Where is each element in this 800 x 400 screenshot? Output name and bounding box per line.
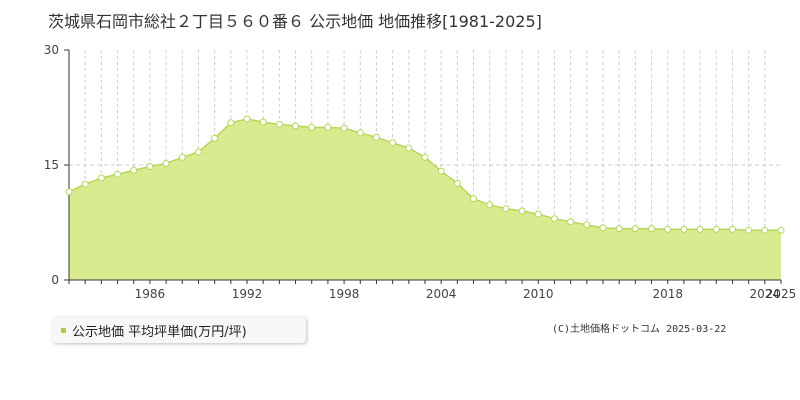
data-point (631, 225, 639, 233)
y-tick-label: 15 (44, 158, 59, 172)
data-point (761, 226, 769, 234)
data-point (470, 195, 477, 203)
data-point (648, 225, 655, 233)
data-point (195, 148, 202, 156)
data-point (324, 123, 332, 131)
data-point (356, 129, 364, 137)
data-point (340, 124, 348, 132)
data-point (114, 170, 121, 178)
x-tick-label: 2004 (426, 287, 457, 301)
data-point (211, 134, 219, 142)
data-point (373, 133, 380, 141)
data-point (518, 207, 526, 215)
legend-label: 公示地価 平均坪単価(万円/坪) (72, 324, 247, 340)
data-point (65, 188, 73, 196)
data-point (243, 115, 251, 123)
data-point (97, 174, 105, 182)
data-point (534, 210, 542, 218)
data-point (664, 225, 672, 233)
x-tick-label: 2018 (652, 287, 683, 301)
chart-title: 茨城県石岡市総社２丁目５６０番６ 公示地価 地価推移[1981-2025] (48, 12, 542, 31)
data-point (567, 218, 575, 226)
data-point (259, 118, 267, 126)
y-tick-label: 0 (51, 273, 59, 287)
y-tick-label: 30 (44, 43, 59, 57)
data-point (583, 221, 591, 229)
data-point (162, 160, 170, 167)
x-tick-label: 2025 (766, 287, 797, 301)
data-point (696, 225, 704, 233)
data-point (421, 153, 429, 161)
area-fill (69, 119, 781, 280)
data-point (680, 225, 688, 233)
x-tick-label: 1998 (329, 287, 360, 301)
data-point (729, 225, 736, 233)
data-point (405, 144, 413, 152)
data-point (178, 153, 186, 161)
data-point (308, 123, 316, 131)
data-point (453, 179, 461, 187)
x-tick-label: 1986 (135, 287, 166, 301)
legend-swatch (61, 327, 66, 333)
x-tick-label: 2024 (750, 287, 781, 301)
data-point (389, 139, 397, 147)
legend: 公示地価 平均坪単価(万円/坪) (52, 317, 306, 343)
data-point (437, 167, 445, 175)
data-point (130, 166, 138, 174)
data-point (81, 180, 89, 188)
data-point (599, 224, 607, 232)
data-point (146, 163, 154, 170)
data-point (551, 215, 558, 223)
data-point (227, 119, 235, 127)
data-point (502, 205, 510, 213)
data-point (615, 225, 623, 233)
data-point (486, 201, 494, 209)
data-point (712, 225, 720, 233)
data-point (275, 120, 283, 128)
data-point (745, 226, 753, 234)
x-tick-label: 2010 (523, 287, 554, 301)
axes (64, 49, 782, 284)
data-point (777, 226, 785, 234)
data-point (292, 122, 299, 130)
copyright-text: (C)土地価格ドットコム 2025-03-22 (552, 324, 727, 335)
x-tick-label: 1992 (232, 287, 263, 301)
data-points (65, 115, 785, 234)
